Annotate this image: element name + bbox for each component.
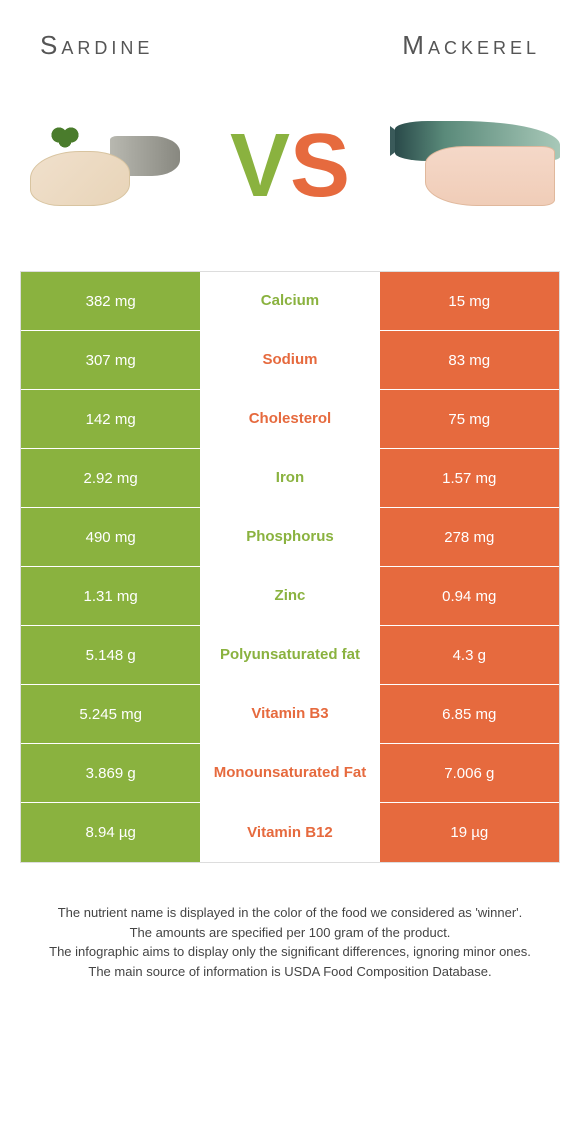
table-row: 142 mgCholesterol75 mg	[21, 390, 559, 449]
nutrient-name: Vitamin B3	[200, 685, 379, 743]
nutrient-left-value: 307 mg	[21, 331, 200, 389]
nutrient-left-value: 5.245 mg	[21, 685, 200, 743]
nutrient-left-value: 1.31 mg	[21, 567, 200, 625]
table-row: 5.148 gPolyunsaturated fat4.3 g	[21, 626, 559, 685]
nutrient-left-value: 382 mg	[21, 272, 200, 330]
nutrient-table: 382 mgCalcium15 mg307 mgSodium83 mg142 m…	[20, 271, 560, 863]
nutrient-right-value: 83 mg	[380, 331, 559, 389]
nutrient-right-value: 1.57 mg	[380, 449, 559, 507]
nutrient-right-value: 15 mg	[380, 272, 559, 330]
footnote-line: The main source of information is USDA F…	[20, 962, 560, 982]
header: Sardine Mackerel	[0, 0, 580, 71]
nutrient-right-value: 4.3 g	[380, 626, 559, 684]
food-left-title: Sardine	[40, 30, 153, 61]
table-row: 3.869 gMonounsaturated Fat7.006 g	[21, 744, 559, 803]
nutrient-left-value: 3.869 g	[21, 744, 200, 802]
nutrient-name: Sodium	[200, 331, 379, 389]
hero: VS	[0, 71, 580, 271]
table-row: 1.31 mgZinc0.94 mg	[21, 567, 559, 626]
sardine-image	[20, 111, 190, 221]
vs-v-letter: V	[230, 116, 290, 216]
footnotes: The nutrient name is displayed in the co…	[0, 863, 580, 1001]
nutrient-name: Phosphorus	[200, 508, 379, 566]
footnote-line: The infographic aims to display only the…	[20, 942, 560, 962]
nutrient-right-value: 278 mg	[380, 508, 559, 566]
nutrient-left-value: 5.148 g	[21, 626, 200, 684]
food-right-title: Mackerel	[402, 30, 540, 61]
nutrient-left-value: 142 mg	[21, 390, 200, 448]
vs-s-letter: S	[290, 116, 350, 216]
table-row: 382 mgCalcium15 mg	[21, 272, 559, 331]
nutrient-right-value: 75 mg	[380, 390, 559, 448]
table-row: 307 mgSodium83 mg	[21, 331, 559, 390]
footnote-line: The amounts are specified per 100 gram o…	[20, 923, 560, 943]
nutrient-name: Polyunsaturated fat	[200, 626, 379, 684]
table-row: 490 mgPhosphorus278 mg	[21, 508, 559, 567]
vs-label: VS	[230, 121, 350, 211]
nutrient-name: Calcium	[200, 272, 379, 330]
table-row: 2.92 mgIron1.57 mg	[21, 449, 559, 508]
table-row: 8.94 µgVitamin B1219 µg	[21, 803, 559, 862]
nutrient-right-value: 0.94 mg	[380, 567, 559, 625]
mackerel-image	[390, 111, 560, 221]
nutrient-name: Vitamin B12	[200, 803, 379, 862]
nutrient-left-value: 490 mg	[21, 508, 200, 566]
nutrient-name: Iron	[200, 449, 379, 507]
nutrient-left-value: 2.92 mg	[21, 449, 200, 507]
footnote-line: The nutrient name is displayed in the co…	[20, 903, 560, 923]
nutrient-right-value: 19 µg	[380, 803, 559, 862]
nutrient-left-value: 8.94 µg	[21, 803, 200, 862]
nutrient-name: Monounsaturated Fat	[200, 744, 379, 802]
nutrient-right-value: 6.85 mg	[380, 685, 559, 743]
nutrient-right-value: 7.006 g	[380, 744, 559, 802]
nutrient-name: Cholesterol	[200, 390, 379, 448]
table-row: 5.245 mgVitamin B36.85 mg	[21, 685, 559, 744]
nutrient-name: Zinc	[200, 567, 379, 625]
